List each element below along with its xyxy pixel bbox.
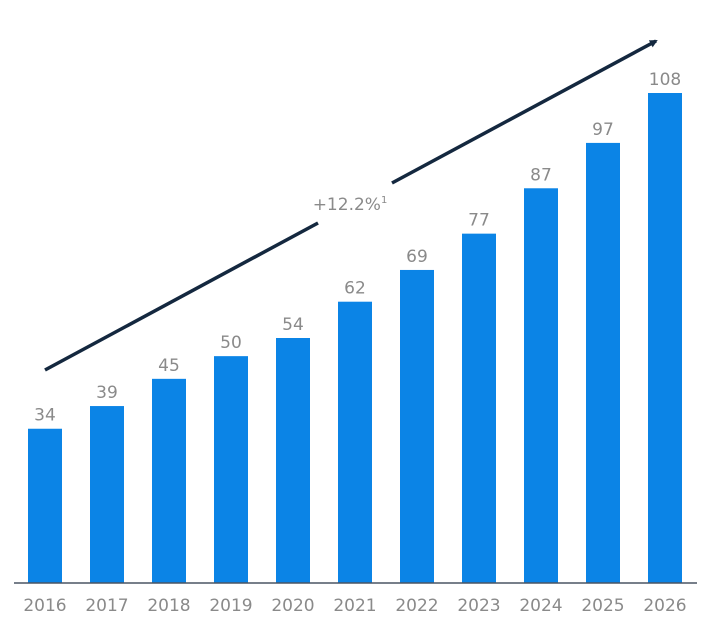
value-label-2022: 69	[406, 247, 428, 267]
x-tick-2020: 2020	[271, 596, 314, 616]
value-label-2020: 54	[282, 315, 304, 335]
x-tick-2021: 2021	[333, 596, 376, 616]
bar-2023	[462, 233, 496, 584]
x-tick-2016: 2016	[23, 596, 66, 616]
value-label-2026: 108	[649, 70, 681, 90]
x-tick-2019: 2019	[209, 596, 252, 616]
trend-arrow	[44, 221, 319, 372]
value-label-2021: 62	[344, 279, 366, 299]
bar-2022	[400, 269, 434, 583]
bar-2024	[524, 188, 558, 583]
bar-2017	[90, 406, 124, 583]
x-tick-2017: 2017	[85, 596, 128, 616]
value-label-2025: 97	[592, 120, 614, 140]
value-label-2018: 45	[158, 356, 180, 376]
cagr-annotation: +12.2%1	[313, 195, 388, 215]
x-tick-2022: 2022	[395, 596, 438, 616]
x-tick-2026: 2026	[643, 596, 686, 616]
x-tick-2018: 2018	[147, 596, 190, 616]
value-label-2017: 39	[96, 383, 118, 403]
bar-2016	[28, 428, 62, 583]
value-label-2023: 77	[468, 211, 490, 231]
trend-arrow-head-segment	[391, 39, 658, 185]
value-label-2019: 50	[220, 333, 242, 353]
x-tick-2024: 2024	[519, 596, 562, 616]
x-tick-2023: 2023	[457, 596, 500, 616]
bar-2026	[648, 93, 682, 583]
bar-2019	[214, 356, 248, 583]
bar-2018	[152, 378, 186, 583]
value-label-2024: 87	[530, 165, 552, 185]
bar-2020	[276, 338, 310, 583]
bar-2021	[338, 301, 372, 583]
value-label-2016: 34	[34, 406, 56, 426]
x-tick-2025: 2025	[581, 596, 624, 616]
cagr-footnote: 1	[381, 195, 387, 206]
bar-2025	[586, 142, 620, 583]
